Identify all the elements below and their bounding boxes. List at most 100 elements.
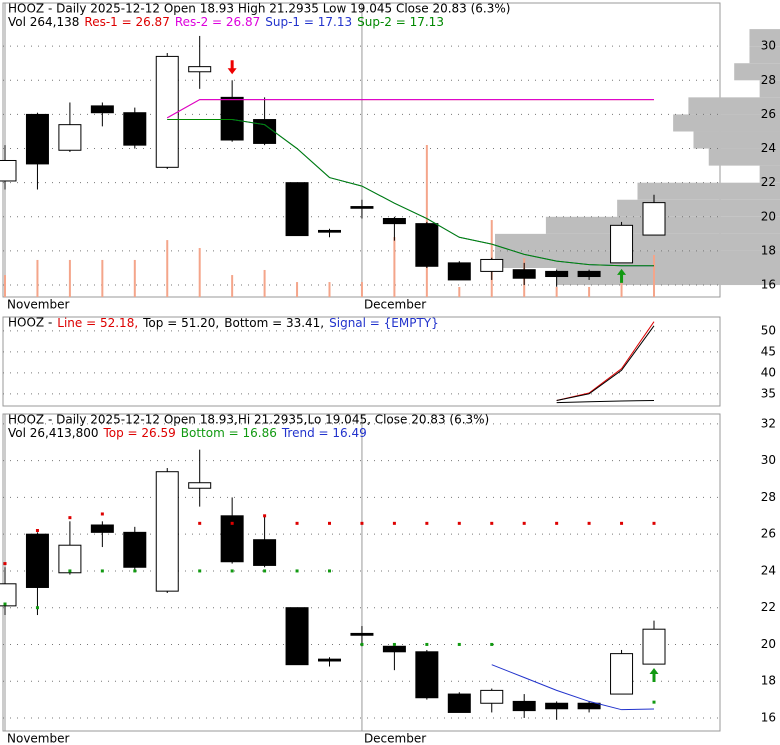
dot <box>100 512 104 516</box>
volume-bar <box>555 286 558 297</box>
volume-bar <box>166 240 169 297</box>
y-tick-label: 24 <box>761 141 776 155</box>
candle-body <box>447 262 471 281</box>
volume-profile-bar <box>495 250 780 268</box>
candle-body <box>123 112 147 146</box>
candle-body <box>350 632 374 636</box>
dot <box>457 642 461 646</box>
volume-bar <box>263 269 266 297</box>
x-tick-label: December <box>364 732 426 745</box>
candle-body <box>0 583 17 607</box>
y-tick-label: 28 <box>761 73 776 87</box>
dot <box>3 562 7 566</box>
dot <box>133 569 137 573</box>
legend: Vol 26,413,800 Top = 26.59 Bottom = 16.86 T… <box>8 426 367 440</box>
volume-bar <box>425 145 428 297</box>
legend-entry: Top = 51.20, <box>142 316 219 330</box>
dot <box>295 521 299 525</box>
legend-entry: Trend = 16.49 <box>281 426 367 440</box>
y-tick-label: 35 <box>761 386 776 400</box>
dot <box>392 642 396 646</box>
candle-body <box>415 223 439 267</box>
dot <box>35 529 39 533</box>
dot <box>490 521 494 525</box>
candle-body <box>123 531 147 568</box>
y-tick-label: 16 <box>761 710 776 724</box>
volume-profile-bar <box>749 29 780 47</box>
volume-profile-bar <box>759 80 780 98</box>
volume-profile-bar <box>556 267 780 286</box>
candle-body <box>188 66 212 73</box>
y-tick-label: 50 <box>761 323 776 337</box>
candle-body <box>577 270 601 278</box>
legend-entry: Sup-2 = 17.13 <box>357 15 444 29</box>
series-line <box>491 664 655 711</box>
dot <box>230 521 234 525</box>
y-tick-label: 20 <box>761 637 776 651</box>
volume-bar <box>393 237 396 297</box>
panel-title: HOOZ - Line = 52.18, Top = 51.20, Bottom = … <box>8 316 439 330</box>
x-tick-label: December <box>364 298 426 312</box>
volume-profile-bar <box>749 46 780 64</box>
candle-body <box>577 702 601 710</box>
volume-label: Vol 264,138 <box>8 15 79 29</box>
dot <box>425 642 429 646</box>
volume-profile-bar <box>673 114 780 132</box>
candle-body <box>25 533 49 588</box>
candle-body <box>220 96 244 141</box>
x-tick-label: November <box>7 732 69 745</box>
legend-entry: Bottom = 33.41, <box>224 316 324 330</box>
volume-bar <box>101 259 104 297</box>
legend-entry: Signal = {EMPTY} <box>329 316 439 330</box>
signal-arrow-down <box>227 60 237 75</box>
candle-body <box>480 689 504 704</box>
dot <box>328 569 331 573</box>
dot <box>360 521 364 525</box>
y-tick-label: 20 <box>761 209 776 223</box>
y-tick-label: 24 <box>761 563 776 577</box>
dot <box>587 521 591 525</box>
volume-bar <box>133 259 136 297</box>
candle-body <box>318 229 341 233</box>
y-tick-label: 22 <box>761 600 776 614</box>
y-tick-label: 40 <box>761 365 776 379</box>
panel-title: HOOZ - Daily 2025-12-12 Open 18.93 High … <box>8 2 510 16</box>
dot <box>230 569 234 573</box>
dot <box>392 521 396 525</box>
y-tick-label: 45 <box>761 344 776 358</box>
legend-entry: Sup-1 = 17.13 <box>265 15 352 29</box>
dot <box>620 521 624 525</box>
candle-body <box>285 182 309 237</box>
volume-bar <box>231 275 234 297</box>
candle-body <box>0 159 17 182</box>
candle-body <box>90 105 114 114</box>
volume-label: Vol 26,413,800 <box>8 426 98 440</box>
legend-entry: Res-1 = 26.87 <box>84 15 169 29</box>
candle-body <box>415 651 439 699</box>
volume-bar <box>360 282 363 297</box>
volume-bar <box>458 286 461 297</box>
signal-arrow-up <box>617 268 627 283</box>
dot <box>3 602 7 606</box>
y-tick-label: 26 <box>761 527 776 541</box>
y-tick-label: 28 <box>761 490 776 504</box>
volume-profile-bar <box>637 182 780 200</box>
candle-body <box>318 658 341 662</box>
dot <box>100 569 104 573</box>
candle-body <box>512 700 536 712</box>
dot <box>652 521 656 525</box>
dot <box>295 569 299 573</box>
volume-bar <box>296 282 299 297</box>
candle-body <box>58 544 82 574</box>
y-tick-label: 22 <box>761 175 776 189</box>
candle-body <box>642 628 666 665</box>
series-line <box>556 325 655 402</box>
y-tick-label: 30 <box>761 39 776 53</box>
candle-body <box>25 113 49 165</box>
candle-body <box>155 471 179 592</box>
candle-body <box>220 515 244 563</box>
dot <box>522 521 526 525</box>
volume-profile-bar <box>693 131 780 149</box>
candle-body <box>285 607 309 666</box>
